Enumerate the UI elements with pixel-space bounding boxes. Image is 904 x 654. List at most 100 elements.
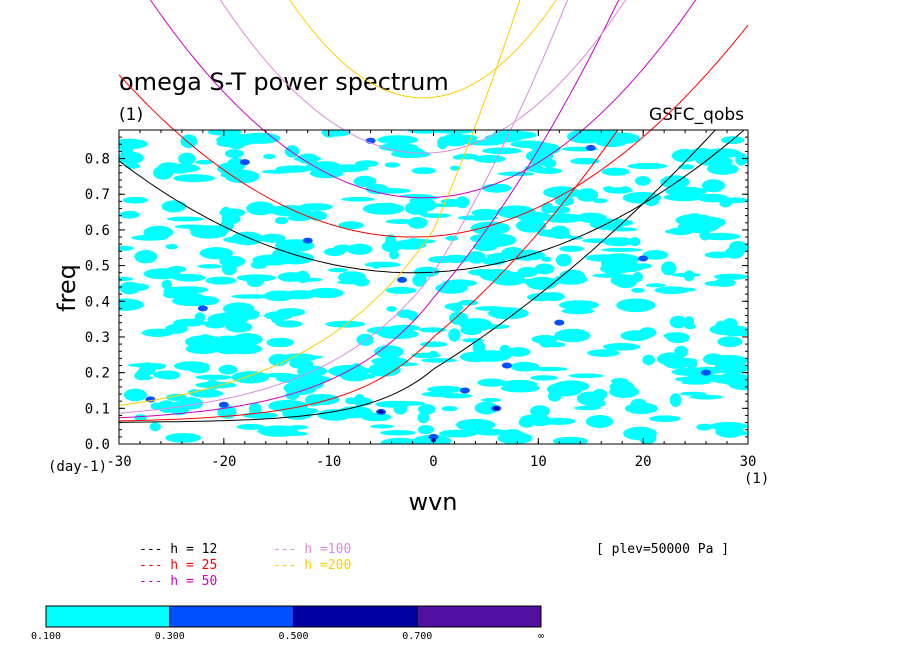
contour-blob-low bbox=[445, 235, 459, 241]
contour-blob-high bbox=[378, 410, 384, 414]
contour-blob-low bbox=[231, 231, 264, 246]
contour-blob-low bbox=[386, 306, 397, 312]
contour-blob-low bbox=[642, 354, 655, 366]
contour-blob-low bbox=[231, 294, 271, 299]
contour-blob-low bbox=[543, 213, 584, 223]
dispersion-curve-symmetric bbox=[219, 0, 627, 154]
x-tick-label: 20 bbox=[635, 454, 652, 470]
contour-blob-low bbox=[197, 264, 223, 269]
contour-blob-low bbox=[480, 233, 517, 247]
contour-blob-low bbox=[424, 203, 463, 208]
contour-blob-low bbox=[141, 328, 174, 337]
contour-blob-low bbox=[452, 155, 465, 160]
contour-blob-low bbox=[304, 394, 340, 405]
contour-blob-low bbox=[260, 233, 286, 243]
contour-blob-low bbox=[414, 266, 440, 277]
contour-blob-low bbox=[346, 243, 373, 255]
contour-blob-low bbox=[448, 311, 469, 325]
colorbar-level-label: 0.100 bbox=[31, 631, 61, 642]
legend-entry: --- h = 12 bbox=[139, 542, 217, 557]
contour-blob-low bbox=[407, 216, 428, 229]
contour-blob-low bbox=[531, 335, 558, 344]
contour-blob-low bbox=[559, 245, 585, 252]
colorbar-level-label: 0.300 bbox=[155, 631, 185, 642]
x-tick-label: 10 bbox=[530, 454, 547, 470]
contour-blob-low bbox=[407, 130, 442, 134]
contour-blob-low bbox=[336, 280, 370, 285]
contour-blob-low bbox=[554, 328, 591, 343]
contour-blob-low bbox=[389, 250, 400, 260]
contour-blob-low bbox=[199, 247, 233, 260]
x-tick-label: 0 bbox=[429, 454, 437, 470]
contour-blob-low bbox=[385, 234, 397, 248]
contour-blob-low bbox=[138, 375, 153, 380]
contour-blob-low bbox=[474, 401, 498, 415]
contour-blob-low bbox=[534, 263, 555, 275]
contour-blob-mid bbox=[585, 144, 596, 151]
contour-blob-low bbox=[714, 361, 748, 374]
contour-blob-low bbox=[635, 428, 646, 434]
contour-blob-low bbox=[248, 402, 262, 416]
dispersion-curves-above-plot bbox=[118, 0, 749, 419]
y-tick-label: 0.8 bbox=[85, 152, 110, 168]
contour-blob-low bbox=[706, 162, 739, 175]
contour-blob-mid bbox=[501, 362, 512, 369]
contour-blob-low bbox=[516, 218, 547, 233]
contour-blob-low bbox=[295, 277, 323, 282]
contour-blob-low bbox=[481, 183, 512, 193]
dispersion-curve-symmetric bbox=[289, 0, 557, 99]
contour-blob-low bbox=[541, 202, 554, 214]
contour-blob-low bbox=[231, 371, 270, 384]
contour-blob-low bbox=[437, 136, 448, 150]
contour-blob-mid bbox=[239, 159, 250, 166]
contour-blob-low bbox=[271, 314, 285, 324]
y-tick-label: 0.1 bbox=[85, 401, 110, 417]
contour-blob-low bbox=[180, 134, 198, 149]
dispersion-curve-kelvin bbox=[118, 0, 620, 419]
x-axis-label: wvn bbox=[408, 488, 457, 516]
contour-blob-low bbox=[275, 165, 312, 173]
contour-blob-low bbox=[166, 216, 204, 222]
legend-entry: --- h = 50 bbox=[139, 574, 217, 589]
contour-blob-low bbox=[592, 273, 626, 278]
contour-blob-low bbox=[728, 378, 748, 391]
contour-blob-low bbox=[427, 385, 463, 393]
contour-blob-low bbox=[457, 134, 478, 142]
contour-blob-low bbox=[157, 400, 176, 413]
contour-blob-low bbox=[559, 269, 585, 282]
contour-blob-low bbox=[541, 158, 557, 169]
contour-blob-low bbox=[356, 333, 374, 346]
contour-blob-low bbox=[654, 286, 690, 295]
contour-blob-low bbox=[497, 171, 535, 176]
contour-blob-low bbox=[293, 155, 322, 162]
contour-blob-low bbox=[378, 261, 392, 267]
y-unit-label: (day-1) bbox=[48, 459, 107, 475]
contour-blob-low bbox=[576, 391, 605, 406]
contour-blob-low bbox=[473, 154, 506, 163]
x-tick-label: 30 bbox=[740, 454, 757, 470]
y-tick-label: 0.3 bbox=[85, 330, 110, 346]
contour-blob-low bbox=[679, 391, 707, 396]
contour-blob-low bbox=[587, 349, 620, 357]
contour-blob-low bbox=[322, 130, 337, 138]
contour-blob-low bbox=[440, 198, 459, 204]
contour-blob-low bbox=[195, 374, 232, 380]
contour-blob-low bbox=[541, 256, 552, 262]
dispersion-curve-kelvin bbox=[119, 130, 619, 422]
contour-blob-low bbox=[411, 352, 441, 359]
contour-blob-high bbox=[493, 406, 499, 411]
contour-blob-low bbox=[280, 353, 318, 363]
contour-blob-low bbox=[350, 363, 363, 373]
source-label: GSFC_qobs bbox=[649, 105, 744, 125]
contour-blob-low bbox=[627, 162, 668, 170]
y-tick-label: 0.2 bbox=[85, 366, 110, 382]
colorbar-swatch bbox=[416, 605, 542, 628]
contour-blob-low bbox=[521, 277, 563, 286]
colorbar-swatch bbox=[293, 605, 418, 628]
contour-blob-low bbox=[529, 366, 569, 372]
contour-blob-low bbox=[631, 287, 645, 293]
contour-blob-low bbox=[585, 254, 620, 262]
contour-blob-low bbox=[119, 281, 141, 295]
contour-blob-low bbox=[213, 341, 244, 355]
